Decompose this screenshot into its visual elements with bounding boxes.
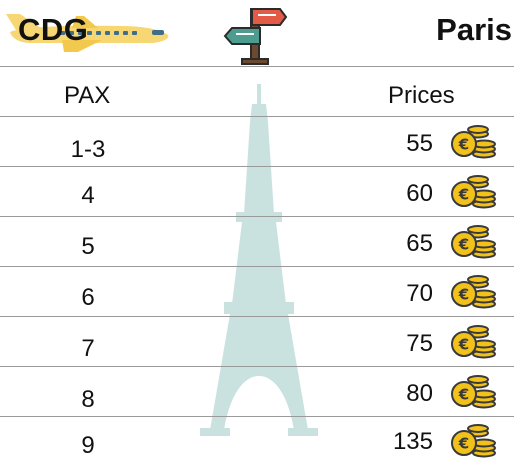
price-cell: 135 [392,428,433,455]
price-cell: 75 [406,330,433,357]
row-divider [0,266,514,267]
column-header-pax: PAX [64,82,111,109]
signpost-icon [223,8,288,65]
svg-text:€: € [458,236,469,254]
svg-text:€: € [458,286,469,304]
row-divider [0,116,514,117]
price-cell: 55 [406,130,433,157]
euro-coins-icon: € [451,325,496,359]
row-divider [0,316,514,317]
column-header-prices: Prices [388,82,455,109]
price-cell: 80 [406,380,433,407]
pax-cell: 9 [81,432,95,459]
price-cell: 65 [406,230,433,257]
row-divider [0,166,514,167]
pax-cell: 8 [81,386,95,413]
pax-cell: 5 [81,233,95,260]
pax-cell: 1-3 [70,136,106,163]
svg-text:€: € [458,336,469,354]
svg-text:€: € [458,186,469,204]
svg-text:€: € [458,136,469,154]
price-cell: 70 [406,280,433,307]
route-header: CDG Paris [0,0,514,66]
row-divider [0,416,514,417]
euro-coins-icon: € [451,375,496,409]
euro-coins-icon: € [451,275,496,309]
airplane-icon [6,14,169,52]
row-divider [0,366,514,367]
svg-text:€: € [458,386,469,404]
origin-airport-code: CDG [18,12,89,47]
pax-cell: 4 [81,182,95,209]
row-divider [0,66,514,67]
euro-coins-icon: € [451,225,496,259]
row-divider [0,216,514,217]
euro-coins-icon: € [451,125,496,159]
eiffel-tower-icon [200,84,318,436]
pax-cell: 7 [81,335,95,362]
destination-city: Paris [436,12,512,47]
euro-coins-icon: € [451,175,496,209]
pax-cell: 6 [81,284,95,311]
euro-coins-icon: € [451,424,496,458]
price-cell: 60 [406,180,433,207]
svg-text:€: € [458,435,469,453]
